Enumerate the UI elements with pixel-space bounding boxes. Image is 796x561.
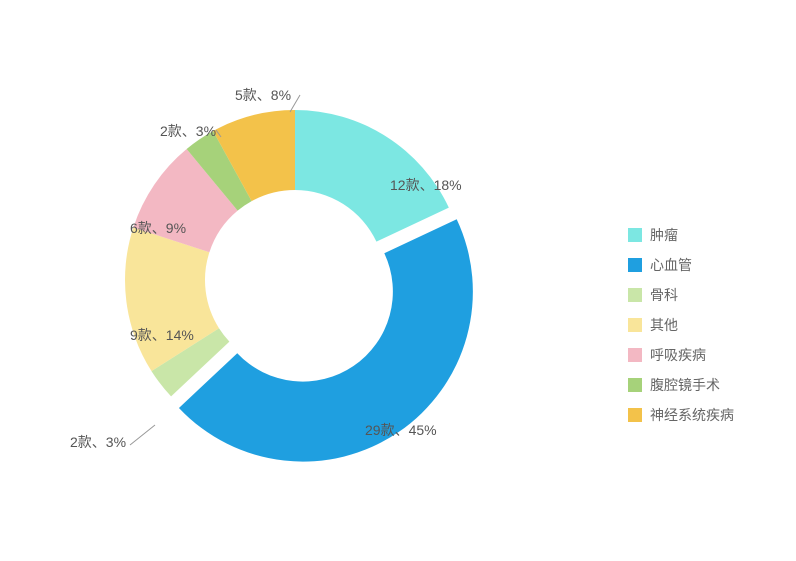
legend-label: 肿瘤 [650,225,678,245]
legend-item: 心血管 [628,255,734,275]
donut-chart [75,60,515,500]
legend-swatch [628,408,642,422]
legend-label: 呼吸疾病 [650,345,706,365]
legend-swatch [628,348,642,362]
legend: 肿瘤 心血管 骨科 其他 呼吸疾病 腹腔镜手术 神经系统疾病 [628,225,734,435]
legend-label: 神经系统疾病 [650,405,734,425]
legend-label: 骨科 [650,285,678,305]
legend-swatch [628,318,642,332]
legend-swatch [628,258,642,272]
slice-label: 2款、3% [160,121,216,141]
legend-item: 神经系统疾病 [628,405,734,425]
legend-item: 其他 [628,315,734,335]
legend-label: 心血管 [650,255,692,275]
legend-item: 呼吸疾病 [628,345,734,365]
slice-label: 2款、3% [70,432,126,452]
legend-label: 其他 [650,315,678,335]
legend-item: 肿瘤 [628,225,734,245]
legend-item: 腹腔镜手术 [628,375,734,395]
slice-label: 5款、8% [235,85,291,105]
slice-label: 9款、14% [130,325,194,345]
slice-label: 29款、45% [365,420,437,440]
legend-label: 腹腔镜手术 [650,375,720,395]
legend-swatch [628,228,642,242]
legend-item: 骨科 [628,285,734,305]
legend-swatch [628,288,642,302]
slice-label: 6款、9% [130,218,186,238]
slice-label: 12款、18% [390,175,462,195]
legend-swatch [628,378,642,392]
